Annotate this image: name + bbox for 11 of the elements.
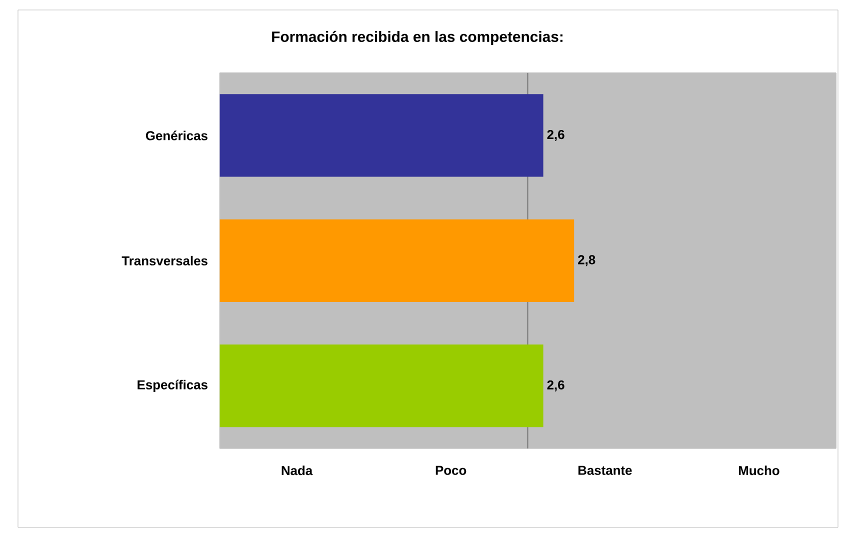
- y-tick-label: Transversales: [122, 256, 208, 266]
- data-label: 2,8: [578, 254, 596, 266]
- text: Nada: [282, 465, 313, 475]
- y-tick-label: Genéricas: [146, 130, 208, 140]
- text: Mucho: [738, 465, 780, 475]
- data-label: 2,6: [547, 130, 564, 141]
- data-label: 2,6: [547, 380, 564, 392]
- chart-title: Formación recibida en las competencias:: [272, 30, 562, 45]
- y-tick-label: Específicas: [138, 380, 208, 392]
- text: Bastante: [578, 466, 632, 475]
- text: Poco: [436, 466, 466, 475]
